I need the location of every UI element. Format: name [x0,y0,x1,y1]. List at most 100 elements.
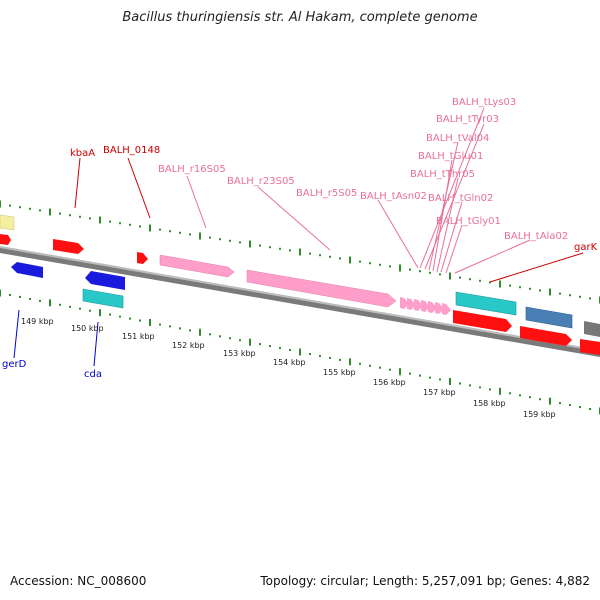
minor-tick [519,394,521,397]
kbp-label: 153 kbp [223,349,256,358]
red-gene[interactable] [520,326,572,346]
trna-gene[interactable] [442,303,451,315]
cyan-gene[interactable] [455,291,517,316]
minor-tick [209,236,211,239]
trna-gene[interactable] [428,301,437,313]
major-tick [349,256,351,264]
cyan-gene[interactable] [82,288,124,309]
major-tick [99,309,101,317]
minor-tick [529,287,531,290]
kbaA-leader [74,157,81,209]
minor-tick [59,303,61,306]
blue-gene[interactable] [85,271,125,290]
minor-tick [329,255,331,258]
rrna-23s-gene[interactable] [246,269,397,308]
minor-tick [579,406,581,409]
label-tVal: BALH_tVal04 [426,133,489,144]
trna-gene[interactable] [435,302,444,314]
inner-tick-track [0,289,600,415]
gray-gene[interactable] [584,321,600,337]
minor-tick [9,204,11,207]
red-gene[interactable] [580,339,600,355]
blue-gene[interactable] [11,262,43,278]
kbp-label: 158 kbp [473,399,506,408]
minor-tick [79,307,81,310]
minor-tick [189,233,191,236]
minor-tick [289,249,291,252]
minor-tick [269,246,271,249]
minor-tick [89,217,91,220]
trna-gene[interactable] [407,298,416,310]
minor-tick [359,260,361,263]
kbp-label: 149 kbp [21,317,54,326]
tAla-leader [454,239,531,274]
major-tick [299,248,301,256]
balh0148-leader [127,157,151,219]
minor-tick [9,294,11,296]
steel-blue-gene[interactable] [525,306,573,329]
minor-tick [369,262,371,265]
label-tAla: BALH_tAla02 [504,231,568,242]
minor-tick [429,271,431,274]
major-tick [99,216,101,224]
minor-tick [389,368,391,371]
minor-tick [469,384,471,387]
minor-tick [429,376,431,379]
kbp-label: 159 kbp [523,410,556,419]
major-tick [499,280,501,288]
tAsn-leader [377,199,419,269]
minor-tick [139,225,141,228]
minor-tick [29,207,31,210]
minor-tick [389,265,391,268]
tGln-leader [440,201,463,273]
minor-tick [239,241,241,244]
minor-tick [189,329,191,332]
label-r5s: BALH_r5S05 [296,188,357,199]
minor-tick [479,279,481,282]
minor-tick [579,295,581,298]
minor-tick [69,214,71,217]
rrna-16s-gene[interactable] [159,254,235,278]
minor-tick [439,378,441,381]
major-tick [0,289,1,297]
minor-tick [19,206,21,209]
minor-tick [379,263,381,266]
minor-tick [509,284,511,287]
yellow-gene[interactable] [0,214,15,231]
reverse-strand-features [11,262,125,309]
minor-tick [309,353,311,355]
minor-tick [589,408,591,410]
major-tick [49,208,51,216]
label-tLys: BALH_tLys03 [452,97,516,108]
red-gene[interactable] [137,252,148,264]
trna-gene[interactable] [421,300,430,312]
red-gene[interactable] [453,310,512,332]
label-leader-lines [13,107,584,367]
minor-tick [469,278,471,281]
r16s-leader [186,175,207,229]
minor-tick [569,294,571,297]
red-gene[interactable] [0,234,11,245]
trna-gene[interactable] [414,299,423,311]
minor-tick [459,276,461,279]
major-tick [449,272,451,280]
minor-tick [289,349,291,351]
red-gene[interactable] [53,239,84,254]
backbone-highlight [0,246,600,352]
minor-tick [129,223,131,226]
minor-tick [539,398,541,401]
minor-tick [319,254,321,257]
minor-tick [559,292,561,295]
minor-tick [489,388,491,391]
minor-tick [479,386,481,389]
major-tick [349,358,351,366]
minor-tick [29,297,31,300]
trna-gene[interactable] [400,297,409,309]
major-tick [399,264,401,272]
minor-tick [139,319,141,322]
minor-tick [589,297,591,300]
label-r16s: BALH_r16S05 [158,164,226,175]
minor-tick [269,345,271,348]
